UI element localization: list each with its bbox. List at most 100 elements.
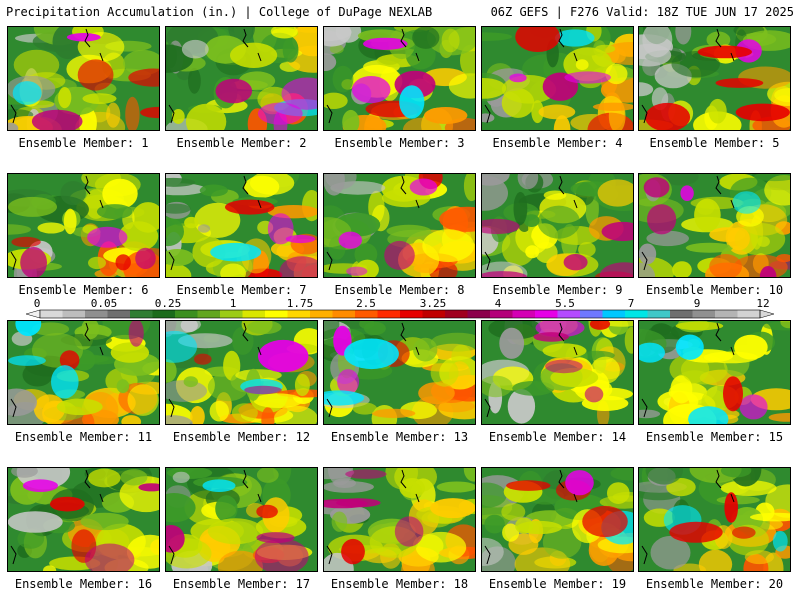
colorbar-segment <box>737 310 761 318</box>
colorbar-segment <box>422 310 446 318</box>
colorbar-segment <box>535 310 558 318</box>
member-caption: Ensemble Member: 12 <box>172 430 311 444</box>
colorbar-segment <box>40 310 63 318</box>
colorbar-left-arrow <box>25 309 41 319</box>
colorbar-segment <box>557 310 581 318</box>
precip-field <box>482 27 633 130</box>
colorbar-segment <box>512 310 536 318</box>
ensemble-member-map <box>481 320 634 425</box>
ensemble-member-map <box>7 26 160 131</box>
colorbar-tick-label: 5.5 <box>555 297 575 310</box>
colorbar-segment <box>647 310 671 318</box>
colorbar-segment <box>152 310 176 318</box>
member-caption: Ensemble Member: 6 <box>18 283 149 297</box>
colorbar-tick-label: 7 <box>628 297 635 310</box>
colorbar-segment <box>197 310 221 318</box>
member-caption: Ensemble Member: 7 <box>176 283 307 297</box>
colorbar-tick-label: 2.5 <box>356 297 376 310</box>
ensemble-member-map <box>7 173 160 278</box>
colorbar-tick-label: 0 <box>34 297 41 310</box>
colorbar-tick-label: 0.05 <box>91 297 118 310</box>
ensemble-member-map <box>7 467 160 572</box>
member-caption: Ensemble Member: 3 <box>334 136 465 150</box>
precip-colorbar: 0 0.05 0.25 1 1.75 2.5 3.25 4 5.5 7 9 12 <box>25 297 775 319</box>
colorbar-segment <box>130 310 153 318</box>
member-caption: Ensemble Member: 9 <box>492 283 623 297</box>
ensemble-member-map <box>165 173 318 278</box>
member-caption: Ensemble Member: 4 <box>492 136 623 150</box>
ensemble-member-map <box>638 467 791 572</box>
member-caption: Ensemble Member: 19 <box>488 577 627 591</box>
colorbar-tick-label: 1.75 <box>287 297 314 310</box>
colorbar-segment <box>467 310 491 318</box>
precip-field <box>166 321 317 424</box>
precip-field <box>324 468 475 571</box>
member-caption: Ensemble Member: 15 <box>645 430 784 444</box>
colorbar-segment <box>310 310 333 318</box>
precip-field <box>166 174 317 277</box>
colorbar-segment <box>400 310 423 318</box>
colorbar-segment <box>377 310 401 318</box>
colorbar-tick-label: 9 <box>694 297 701 310</box>
colorbar-segment <box>220 310 243 318</box>
colorbar-segment <box>490 310 513 318</box>
colorbar-segment <box>62 310 86 318</box>
ensemble-member-map <box>481 26 634 131</box>
map-title: Precipitation Accumulation (in.) | Colle… <box>6 5 433 19</box>
member-caption: Ensemble Member: 14 <box>488 430 627 444</box>
colorbar-right-arrow <box>759 309 775 319</box>
ensemble-member-map <box>7 320 160 425</box>
colorbar-tick-label: 1 <box>230 297 237 310</box>
ensemble-member-map <box>323 320 476 425</box>
member-caption: Ensemble Member: 8 <box>334 283 465 297</box>
member-caption: Ensemble Member: 5 <box>649 136 780 150</box>
colorbar-segment <box>445 310 468 318</box>
member-caption: Ensemble Member: 10 <box>645 283 784 297</box>
member-caption: Ensemble Member: 20 <box>645 577 784 591</box>
colorbar-segment <box>670 310 693 318</box>
precip-field <box>8 321 159 424</box>
precip-field <box>639 321 790 424</box>
ensemble-member-map <box>323 467 476 572</box>
member-caption: Ensemble Member: 1 <box>18 136 149 150</box>
colorbar-segment <box>85 310 108 318</box>
member-caption: Ensemble Member: 17 <box>172 577 311 591</box>
member-caption: Ensemble Member: 16 <box>14 577 153 591</box>
precip-field <box>8 174 159 277</box>
precip-field <box>639 27 790 130</box>
ensemble-member-map <box>165 467 318 572</box>
precip-field <box>639 468 790 571</box>
precip-field <box>8 468 159 571</box>
ensemble-member-map <box>323 26 476 131</box>
precip-field <box>324 174 475 277</box>
ensemble-member-map <box>165 320 318 425</box>
colorbar-segment <box>355 310 378 318</box>
ensemble-member-map <box>481 467 634 572</box>
precip-field <box>166 27 317 130</box>
precip-field <box>482 174 633 277</box>
colorbar-segment <box>107 310 131 318</box>
ensemble-member-map <box>638 173 791 278</box>
ensemble-member-map <box>323 173 476 278</box>
precip-field <box>324 321 475 424</box>
colorbar-tick-label: 12 <box>756 297 769 310</box>
member-caption: Ensemble Member: 18 <box>330 577 469 591</box>
colorbar-segment <box>332 310 356 318</box>
ensemble-member-map <box>481 173 634 278</box>
member-caption: Ensemble Member: 11 <box>14 430 153 444</box>
ensemble-member-map <box>165 26 318 131</box>
colorbar-tick-label: 4 <box>495 297 502 310</box>
colorbar-segment <box>265 310 288 318</box>
colorbar-segment <box>715 310 738 318</box>
member-caption: Ensemble Member: 13 <box>330 430 469 444</box>
precip-field <box>482 321 633 424</box>
colorbar-segment <box>175 310 198 318</box>
precip-field <box>8 27 159 130</box>
precip-field <box>639 174 790 277</box>
colorbar-segment <box>625 310 648 318</box>
colorbar-tick-label: 0.25 <box>155 297 182 310</box>
ensemble-member-map <box>638 320 791 425</box>
ensemble-member-map <box>638 26 791 131</box>
colorbar-segment <box>287 310 311 318</box>
colorbar-segment <box>580 310 603 318</box>
